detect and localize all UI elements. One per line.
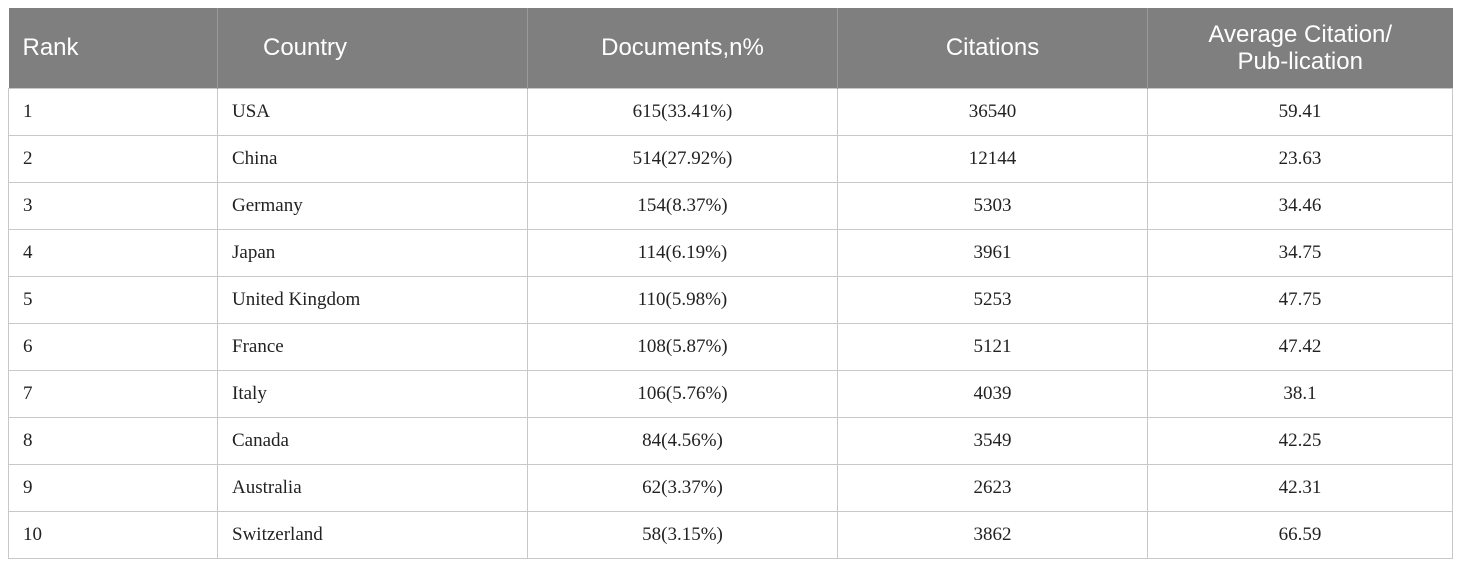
cell-average: 34.46 (1147, 181, 1453, 230)
table-row: 9 Australia 62(3.37%) 2623 42.31 (8, 463, 1453, 512)
cell-country: Japan (217, 228, 528, 277)
cell-documents: 154(8.37%) (527, 181, 838, 230)
table-header: Rank Country Documents,n% Citations Aver… (8, 8, 1453, 88)
header-row: Rank Country Documents,n% Citations Aver… (8, 8, 1453, 88)
cell-country: USA (217, 87, 528, 136)
cell-rank: 6 (8, 322, 218, 371)
cell-country: United Kingdom (217, 275, 528, 324)
cell-citations: 4039 (837, 369, 1148, 418)
cell-citations: 3549 (837, 416, 1148, 465)
table-row: 7 Italy 106(5.76%) 4039 38.1 (8, 369, 1453, 418)
country-ranking-table: Rank Country Documents,n% Citations Aver… (8, 8, 1453, 559)
table-row: 5 United Kingdom 110(5.98%) 5253 47.75 (8, 275, 1453, 324)
cell-citations: 5253 (837, 275, 1148, 324)
cell-average: 23.63 (1147, 134, 1453, 183)
cell-citations: 36540 (837, 87, 1148, 136)
cell-rank: 9 (8, 463, 218, 512)
header-average-line2: Pub-lication (1237, 47, 1363, 75)
cell-documents: 110(5.98%) (527, 275, 838, 324)
cell-average: 42.25 (1147, 416, 1453, 465)
cell-citations: 3862 (837, 510, 1148, 559)
cell-rank: 10 (8, 510, 218, 559)
cell-average: 59.41 (1147, 87, 1453, 136)
cell-average: 47.75 (1147, 275, 1453, 324)
cell-rank: 2 (8, 134, 218, 183)
cell-documents: 62(3.37%) (527, 463, 838, 512)
table-body: 1 USA 615(33.41%) 36540 59.41 2 China 51… (8, 87, 1453, 559)
cell-country: France (217, 322, 528, 371)
cell-citations: 2623 (837, 463, 1148, 512)
table-row: 6 France 108(5.87%) 5121 47.42 (8, 322, 1453, 371)
cell-country: China (217, 134, 528, 183)
header-country: Country (217, 8, 528, 88)
cell-average: 66.59 (1147, 510, 1453, 559)
cell-country: Australia (217, 463, 528, 512)
cell-rank: 3 (8, 181, 218, 230)
cell-citations: 3961 (837, 228, 1148, 277)
cell-documents: 84(4.56%) (527, 416, 838, 465)
cell-documents: 615(33.41%) (527, 87, 838, 136)
table-row: 1 USA 615(33.41%) 36540 59.41 (8, 87, 1453, 136)
cell-documents: 58(3.15%) (527, 510, 838, 559)
table-row: 10 Switzerland 58(3.15%) 3862 66.59 (8, 510, 1453, 559)
cell-country: Italy (217, 369, 528, 418)
cell-rank: 4 (8, 228, 218, 277)
cell-country: Canada (217, 416, 528, 465)
cell-citations: 5303 (837, 181, 1148, 230)
cell-rank: 1 (8, 87, 218, 136)
header-rank: Rank (8, 8, 218, 88)
country-ranking-table-container: Rank Country Documents,n% Citations Aver… (8, 8, 1453, 559)
header-citations: Citations (837, 8, 1148, 88)
cell-country: Switzerland (217, 510, 528, 559)
header-average-citation: Average Citation/ Pub-lication (1147, 8, 1453, 88)
cell-rank: 5 (8, 275, 218, 324)
cell-citations: 5121 (837, 322, 1148, 371)
cell-average: 38.1 (1147, 369, 1453, 418)
cell-citations: 12144 (837, 134, 1148, 183)
cell-documents: 106(5.76%) (527, 369, 838, 418)
cell-documents: 514(27.92%) (527, 134, 838, 183)
cell-average: 42.31 (1147, 463, 1453, 512)
cell-country: Germany (217, 181, 528, 230)
table-row: 2 China 514(27.92%) 12144 23.63 (8, 134, 1453, 183)
cell-documents: 114(6.19%) (527, 228, 838, 277)
header-documents: Documents,n% (527, 8, 838, 88)
cell-average: 34.75 (1147, 228, 1453, 277)
table-row: 4 Japan 114(6.19%) 3961 34.75 (8, 228, 1453, 277)
cell-rank: 8 (8, 416, 218, 465)
header-average-line1: Average Citation/ (1208, 20, 1393, 48)
table-row: 3 Germany 154(8.37%) 5303 34.46 (8, 181, 1453, 230)
cell-average: 47.42 (1147, 322, 1453, 371)
cell-documents: 108(5.87%) (527, 322, 838, 371)
cell-rank: 7 (8, 369, 218, 418)
table-row: 8 Canada 84(4.56%) 3549 42.25 (8, 416, 1453, 465)
